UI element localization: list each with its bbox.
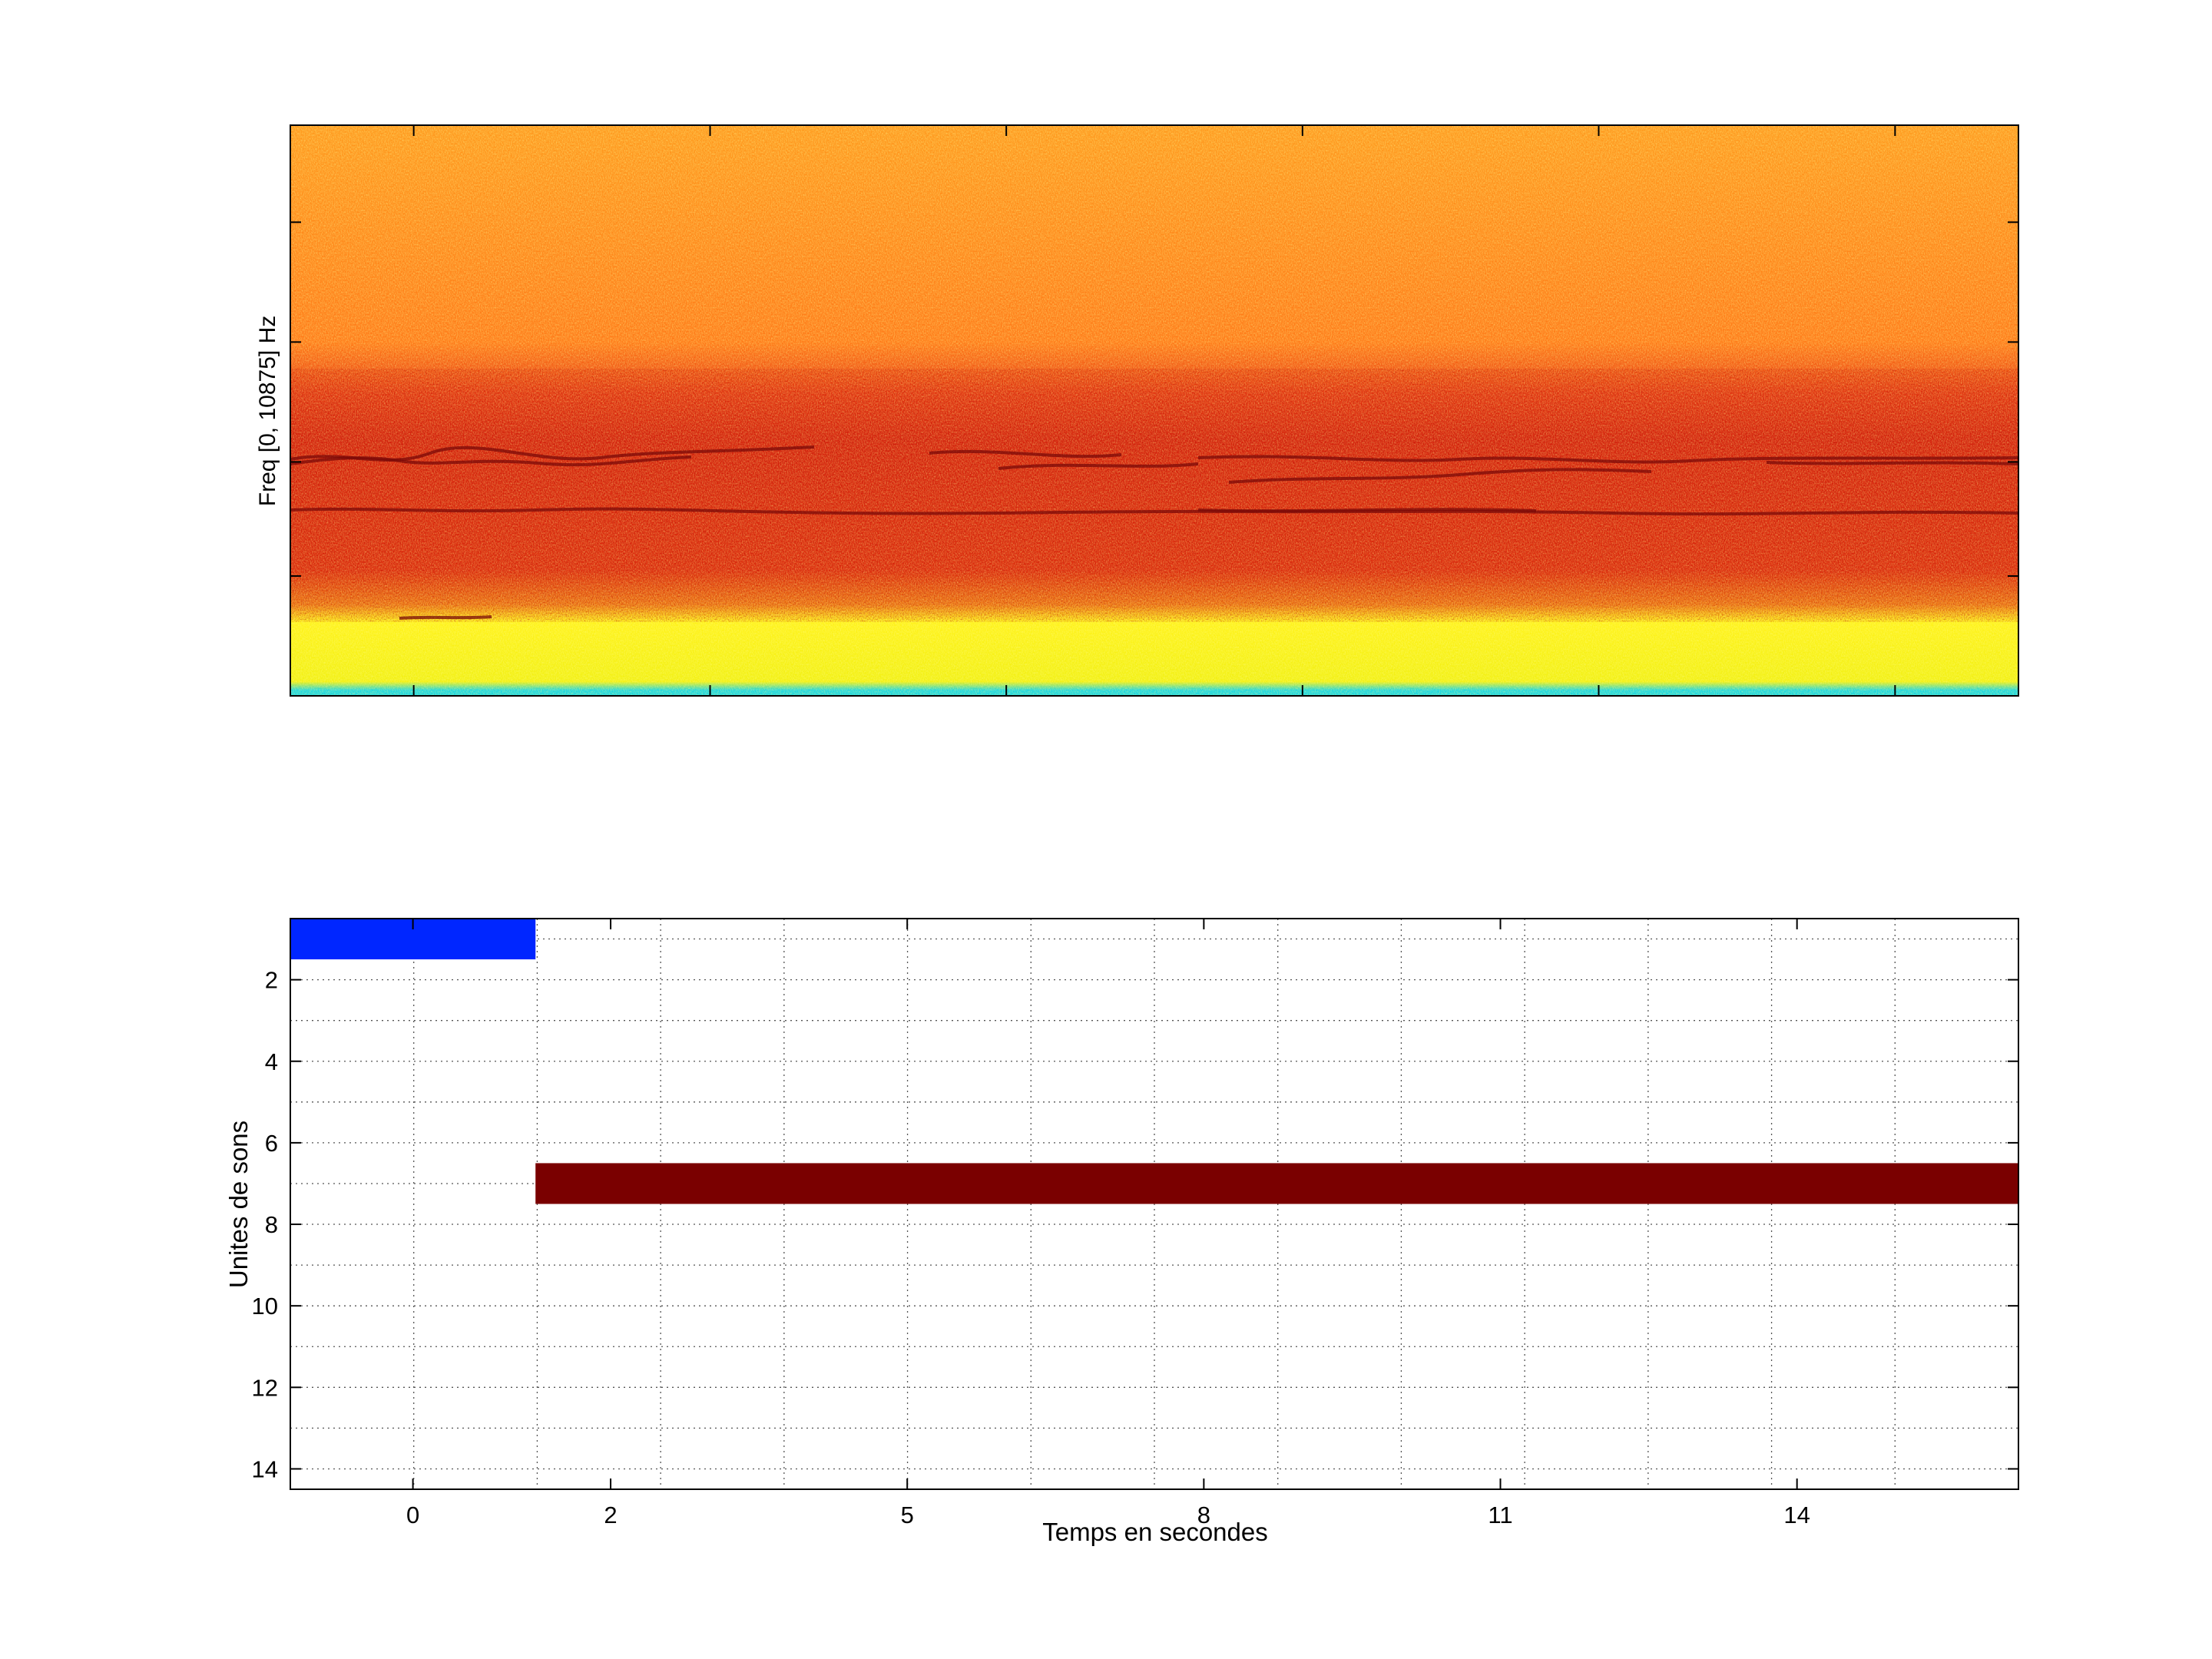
spectrogram-ridge (1766, 461, 2019, 465)
spectrogram-ridges (290, 445, 2019, 620)
spectrogram-axes: Freq [0, 10875] Hz (255, 124, 2019, 697)
spectrogram-ylabel: Freq [0, 10875] Hz (255, 316, 280, 506)
units-xtick-label: 8 (1197, 1502, 1210, 1528)
spectrogram-ticks (290, 125, 2018, 696)
units-axes: 0 2 5 8 11 14 2 4 6 8 10 12 14 Temps en secondes Uni… (224, 918, 2019, 1546)
units-ytick-label: 8 (265, 1211, 278, 1238)
units-xtick-label: 11 (1488, 1502, 1512, 1528)
spectrogram-ridge (1197, 455, 2019, 464)
spectrogram-ridge (399, 615, 492, 620)
units-ylabel: Unites de sons (224, 1121, 253, 1288)
spectrogram-noise-dark (290, 369, 2018, 622)
spectrogram-frame (290, 124, 2019, 697)
units-ytick-label: 4 (265, 1048, 278, 1075)
units-ticks: 0 2 5 8 11 14 2 4 6 8 10 12 14 (252, 919, 2018, 1528)
spectrogram-ridge (290, 507, 2019, 516)
spectrogram-ridge (290, 455, 692, 467)
units-ytick-label: 2 (265, 967, 278, 994)
units-ytick-label: 14 (252, 1455, 278, 1482)
units-bar-unit-7 (535, 1163, 2019, 1204)
units-frame (290, 918, 2019, 1490)
spectrogram-ridge (1197, 508, 1537, 513)
units-ytick-label: 12 (252, 1374, 278, 1401)
spectrogram-ridge (1228, 468, 1652, 484)
spectrogram-ridge (998, 462, 1199, 470)
units-ytick-label: 6 (265, 1130, 278, 1157)
units-xtick-label: 14 (1783, 1502, 1810, 1528)
units-xtick-label: 5 (901, 1502, 914, 1528)
units-xtick-label: 2 (604, 1502, 617, 1528)
units-ytick-label: 10 (252, 1293, 278, 1320)
units-xlabel: Temps en secondes (1042, 1518, 1268, 1546)
units-xtick-label: 0 (406, 1502, 419, 1528)
spectrogram-ridge (929, 449, 1122, 459)
